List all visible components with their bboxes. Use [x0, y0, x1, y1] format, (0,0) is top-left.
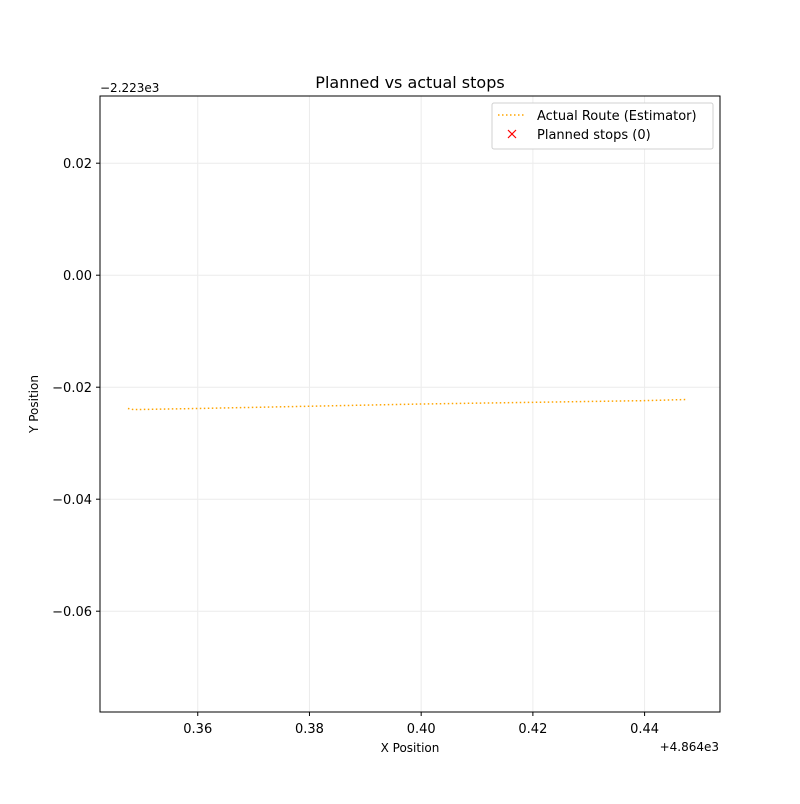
x-tick-label: 0.38 [295, 722, 324, 737]
y-offset-label: −2.223e3 [100, 81, 159, 95]
y-tick-label: 0.00 [63, 269, 92, 284]
legend-planned-stops-marker [507, 129, 517, 139]
x-offset-label: +4.864e3 [660, 740, 719, 754]
x-tick-label: 0.44 [630, 722, 659, 737]
legend-frame [491, 102, 714, 150]
y-tick-label: −0.04 [52, 493, 92, 508]
y-axis-label: Y Position [27, 375, 41, 434]
legend-planned-stops-label: Planned stops (0) [537, 128, 651, 143]
x-tick-label: 0.40 [407, 722, 436, 737]
plot-frame [99, 95, 721, 713]
y-tick-label: −0.06 [52, 605, 92, 620]
y-tick-label: 0.02 [63, 157, 92, 172]
x-tick-label: 0.36 [183, 722, 212, 737]
x-tick-label: 0.42 [518, 722, 547, 737]
plot-area: 0.36 0.38 0.40 0.42 0.44 0.02 0.00 −0.02 −0.04 −0… [52, 95, 721, 737]
series-line-actual-route [127, 398, 687, 411]
chart-title: Planned vs actual stops [315, 73, 504, 92]
x-axis-label: X Position [381, 741, 440, 755]
y-tick-label: −0.02 [52, 381, 92, 396]
chart-legend: Actual Route (Estimator) Planned stops (… [491, 102, 714, 150]
legend-actual-route-label: Actual Route (Estimator) [537, 109, 697, 124]
